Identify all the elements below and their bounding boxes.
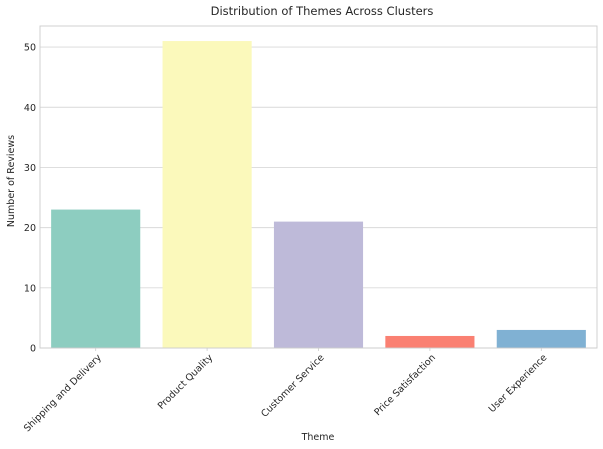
bar xyxy=(51,209,141,348)
x-tick-label: Product Quality xyxy=(156,352,216,412)
y-tick-label: 50 xyxy=(24,43,36,54)
y-tick-labels: 0 10 20 30 40 50 xyxy=(24,43,36,355)
x-tick-label: Price Satisfaction xyxy=(372,352,438,418)
bar xyxy=(496,329,586,348)
y-tick-label: 20 xyxy=(24,223,36,234)
bar xyxy=(385,335,475,348)
y-tick-label: 40 xyxy=(24,103,36,114)
x-tick-label: Customer Service xyxy=(259,352,326,419)
x-axis-label: Theme xyxy=(301,432,335,443)
y-axis-label: Number of Reviews xyxy=(6,135,17,227)
chart-title: Distribution of Themes Across Clusters xyxy=(211,4,434,18)
y-tick-label: 0 xyxy=(30,344,36,355)
bar xyxy=(273,221,364,348)
bars xyxy=(51,41,586,349)
x-tick-label: User Experience xyxy=(487,352,550,415)
y-tick-label: 10 xyxy=(24,283,36,294)
x-tick-label: Shipping and Delivery xyxy=(22,352,104,434)
x-tick-labels: Shipping and Delivery Product Quality Cust… xyxy=(22,348,550,434)
y-tick-label: 30 xyxy=(24,163,36,174)
bar xyxy=(162,41,252,349)
